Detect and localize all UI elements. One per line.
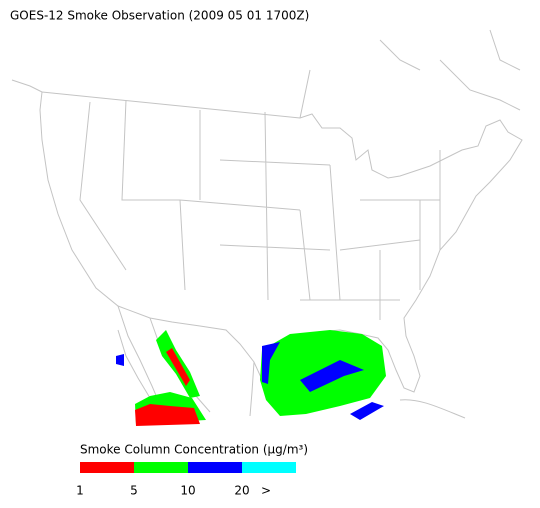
legend-swatch (80, 462, 134, 473)
legend-swatch (134, 462, 188, 473)
smoke (116, 330, 386, 426)
smoke-blue (116, 342, 384, 420)
legend-tick-label: 5 (130, 484, 138, 498)
baja (117, 305, 159, 401)
cuba (399, 399, 466, 419)
legend-overflow-label: > (261, 484, 271, 498)
canada (11, 29, 521, 119)
legend-title: Smoke Column Concentration (μg/m³) (80, 443, 308, 457)
legend-tick-label: 10 (180, 484, 195, 498)
title: GOES-12 Smoke Observation (2009 05 01 17… (10, 9, 309, 23)
state-lines (79, 99, 441, 320)
legend: 1 5 10 20 > (76, 462, 296, 498)
legend-swatch (242, 462, 296, 473)
legend-swatch (188, 462, 242, 473)
legend-tick-label: 20 (234, 484, 249, 498)
base-map (11, 29, 523, 419)
us-outline (39, 91, 523, 397)
smoke-green (135, 330, 386, 424)
smoke-red (135, 348, 200, 426)
legend-tick-label: 1 (76, 484, 84, 498)
